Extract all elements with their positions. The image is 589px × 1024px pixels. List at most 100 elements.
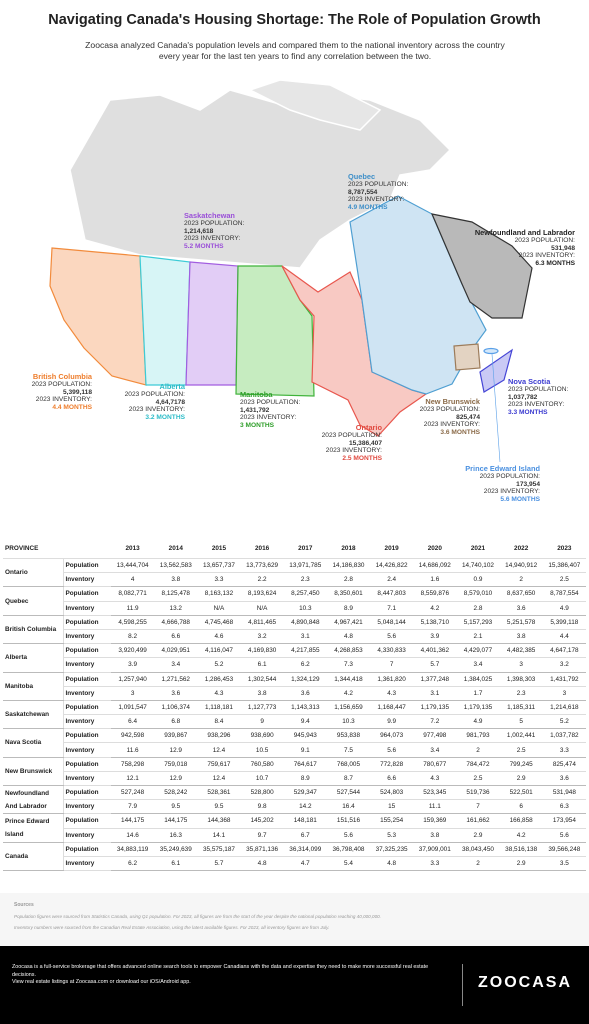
- table-cell: 1.7: [456, 686, 500, 701]
- table-cell: 5,251,578: [499, 615, 543, 630]
- table-cell: 3,920,499: [111, 643, 155, 659]
- table-cell: 1,431,792: [542, 672, 586, 687]
- table-cell: 159,369: [413, 813, 457, 829]
- table-cell: 2.9: [499, 856, 543, 872]
- table-cell: N/A: [240, 601, 284, 616]
- table-cell: 524,803: [370, 785, 414, 801]
- table-cell: 5.2: [197, 657, 241, 673]
- table-cell: 173,954: [542, 813, 586, 829]
- table-cell: 1,302,544: [240, 672, 284, 687]
- table-cell: 4,169,830: [240, 643, 284, 659]
- table-cell: 144,175: [111, 813, 155, 829]
- table-cell: 5.6: [326, 828, 371, 843]
- table-cell: 6.1: [154, 856, 198, 872]
- table-cell: 3.8: [154, 572, 198, 588]
- column-header: 2022: [499, 538, 543, 559]
- table-cell: 6.6: [154, 629, 198, 645]
- province-cell: Nava Scotia: [3, 728, 63, 758]
- table-cell: 13,971,785: [283, 558, 327, 574]
- map: [49, 80, 533, 463]
- table-cell: 3.9: [413, 629, 457, 645]
- metric-label: Inventory: [62, 601, 112, 616]
- table-cell: 8.7: [326, 771, 371, 787]
- table-cell: 9.5: [154, 799, 198, 815]
- table-cell: 2.2: [240, 572, 284, 588]
- population-label: 2023 POPULATION:: [514, 236, 575, 244]
- table-cell: 8,125,478: [154, 586, 198, 602]
- table-cell: 36,314,099: [283, 842, 327, 857]
- inventory-value: 3.3 MONTHS: [508, 409, 548, 417]
- table-cell: 4,330,833: [370, 643, 414, 659]
- table-cell: 4.2: [326, 686, 371, 701]
- metric-label: Population: [62, 728, 112, 744]
- table-cell: 942,598: [111, 728, 155, 744]
- table-cell: 3.6: [283, 686, 327, 701]
- table-cell: 1,384,025: [456, 672, 500, 687]
- sources: Sources Population figures were sourced …: [0, 893, 589, 946]
- table-cell: 528,800: [240, 785, 284, 801]
- table-row: Inventory 6.4 6.8 8.4 9 9.4 10.3 9.9 7.2 4.9 5 5.2: [3, 714, 586, 730]
- table-cell: 1,168,447: [370, 700, 414, 716]
- table-cell: 780,677: [413, 757, 457, 772]
- table-cell: 5.7: [413, 657, 457, 673]
- territories: [69, 89, 452, 269]
- table-cell: 2.8: [326, 572, 371, 588]
- table-cell: 0.9: [456, 572, 500, 588]
- table-row: Newfoundland And Labrador Population 527,2…: [3, 785, 586, 815]
- population-value: 15,386,407: [348, 439, 382, 447]
- table-cell: 4,666,788: [154, 615, 198, 630]
- table-row: Inventory 11.9 13.2 N/A N/A 10.3 8.9 7.1 4.2 2.8 3…: [3, 601, 586, 616]
- population-label: 2023 POPULATION:: [419, 405, 480, 413]
- table-cell: 10.3: [283, 601, 327, 616]
- table-cell: 9: [240, 714, 284, 730]
- table-cell: 6.4: [111, 714, 155, 730]
- table-cell: 14.1: [197, 828, 241, 843]
- table-cell: 6.6: [370, 771, 414, 787]
- province-label: Nova Scotia 2023 POPULATION: 1,037,782 2023…: [508, 378, 568, 417]
- table-cell: 5,048,144: [370, 615, 414, 630]
- inventory-value: 4.9 MONTHS: [348, 204, 388, 212]
- table-cell: 1,127,773: [240, 700, 284, 716]
- inventory-label: 2023 INVENTORY:: [128, 406, 185, 414]
- table-row: Quebec Population 8,082,771 8,125,478 8,163,…: [3, 586, 586, 616]
- metric-label: Population: [62, 672, 112, 687]
- table-cell: 4,745,468: [197, 615, 241, 630]
- table-row: Canada Population 34,883,119 35,249,639 35,5…: [3, 842, 586, 872]
- table-cell: 2.9: [456, 828, 500, 843]
- population-label: 2023 POPULATION:: [321, 431, 382, 439]
- column-header: 2014: [154, 538, 198, 559]
- table-cell: 4.2: [413, 601, 457, 616]
- table-cell: 5.6: [370, 629, 414, 645]
- metric-label: Inventory: [62, 799, 112, 815]
- table-row: Inventory 8.2 6.6 4.6 3.2 3.1 4.8 5.6 3.9 2.1 3.8 4…: [3, 629, 586, 645]
- province-label: Newfoundland and Labrador 2023 POPULATION…: [475, 229, 575, 268]
- table-cell: 4.4: [542, 629, 586, 645]
- table-cell: 945,943: [283, 728, 327, 744]
- metric-label: Inventory: [62, 657, 112, 673]
- table-cell: 8,559,876: [413, 586, 457, 602]
- province-name: Prince Edward Island: [465, 464, 540, 473]
- inventory-label: 2023 INVENTORY:: [184, 235, 241, 243]
- table-cell: 4,890,848: [283, 615, 327, 630]
- table-cell: 759,617: [197, 757, 241, 772]
- table-cell: 2.9: [499, 771, 543, 787]
- table-cell: 2: [456, 742, 500, 758]
- column-header: 2017: [283, 538, 327, 559]
- table-cell: 14,186,830: [326, 558, 371, 574]
- table-cell: 784,472: [456, 757, 500, 772]
- table-cell: 14.6: [111, 828, 155, 843]
- table-cell: 3.5: [542, 856, 586, 872]
- province-cell: New Brunswick: [3, 757, 63, 787]
- table-cell: 1,185,311: [499, 700, 543, 716]
- province-name: Saskatchewan: [184, 211, 235, 220]
- table-cell: 15: [370, 799, 414, 815]
- table-cell: 825,474: [542, 757, 586, 772]
- metric-label: Inventory: [62, 828, 112, 843]
- population-value: 1,037,782: [508, 393, 538, 401]
- table-cell: 9.4: [283, 714, 327, 730]
- table-cell: 4,217,855: [283, 643, 327, 659]
- table-cell: 4.8: [370, 856, 414, 872]
- table-cell: 3.3: [542, 742, 586, 758]
- table-cell: 4.7: [283, 856, 327, 872]
- province-name: Quebec: [348, 172, 376, 181]
